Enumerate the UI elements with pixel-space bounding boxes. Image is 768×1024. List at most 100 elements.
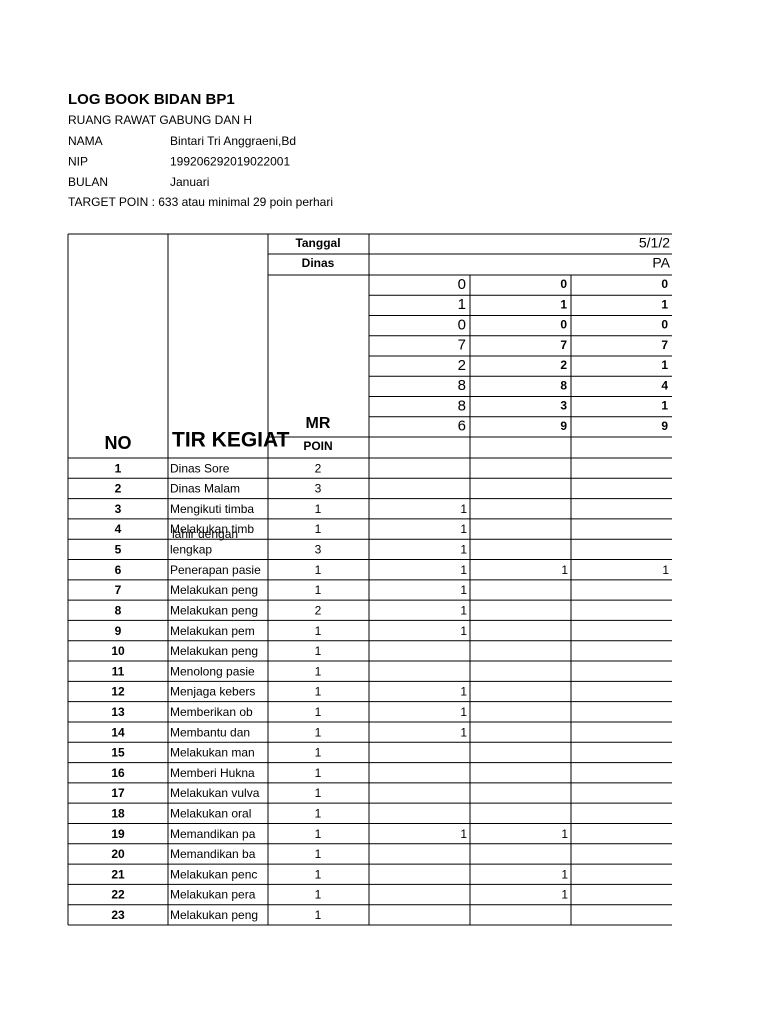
code-digit: 1 [661, 297, 668, 311]
code-digit: 1 [458, 296, 466, 313]
row-poin: 1 [315, 644, 322, 658]
code-digit: 0 [458, 276, 466, 293]
row-no: 7 [115, 583, 122, 597]
row-kegiatan: Melakukan oral [170, 806, 251, 820]
row-poin: 1 [315, 908, 322, 922]
code-digit: 8 [458, 377, 466, 394]
row-no: 19 [111, 827, 125, 841]
row-poin: 1 [315, 827, 322, 841]
row-no: 15 [111, 746, 125, 760]
code-digit: 9 [661, 419, 668, 433]
row-poin: 2 [315, 461, 322, 475]
row-poin: 1 [315, 867, 322, 881]
code-digit: 6 [458, 418, 466, 435]
row-no: 8 [115, 603, 122, 617]
row-value: 1 [460, 624, 467, 638]
tanggal-value: 5/1/2 [639, 235, 670, 251]
code-digit: 1 [661, 358, 668, 372]
kegiatan-header: TIR KEGIAT [172, 429, 290, 452]
row-no: 3 [115, 502, 122, 516]
row-kegiatan: Memberikan ob [170, 705, 253, 719]
row-kegiatan: Melakukan peng [170, 603, 258, 617]
code-digit: 7 [458, 337, 466, 354]
tanggal-label: Tanggal [295, 236, 340, 250]
mr-label: MR [306, 415, 331, 432]
code-digit: 2 [458, 357, 466, 374]
field-value: Bintari Tri Anggraeni,Bd [170, 134, 296, 148]
row-poin: 1 [315, 664, 322, 678]
row-poin: 1 [315, 502, 322, 516]
row-poin: 1 [315, 766, 322, 780]
row-kegiatan: Penerapan pasie [170, 563, 261, 577]
code-digit: 0 [560, 277, 567, 291]
row-value: 1 [561, 888, 568, 902]
row-value: 1 [460, 603, 467, 617]
row-kegiatan: Membantu dan [170, 725, 250, 739]
code-digit: 1 [661, 399, 668, 413]
field-label: NIP [68, 154, 88, 168]
row-kegiatan: Melakukan peng [170, 644, 258, 658]
row-poin: 1 [315, 583, 322, 597]
row-value: 1 [460, 522, 467, 536]
row-overlap: lahir dengan [172, 527, 238, 541]
row-no: 9 [115, 624, 122, 638]
row-poin: 1 [315, 685, 322, 699]
row-no: 17 [111, 786, 125, 800]
row-no: 18 [111, 806, 125, 820]
row-poin: 3 [315, 543, 322, 557]
row-no: 12 [111, 685, 125, 699]
row-no: 10 [111, 644, 125, 658]
row-kegiatan: Melakukan pem [170, 624, 255, 638]
field-value: Januari [170, 175, 209, 189]
row-value: 1 [561, 867, 568, 881]
row-poin: 1 [315, 847, 322, 861]
row-no: 22 [111, 888, 125, 902]
row-kegiatan: Melakukan penc [170, 867, 257, 881]
row-no: 5 [115, 543, 122, 557]
title: LOG BOOK BIDAN BP1 [68, 91, 235, 108]
row-value: 1 [460, 827, 467, 841]
row-kegiatan: Memandikan ba [170, 847, 256, 861]
code-digit: 3 [560, 399, 567, 413]
row-poin: 2 [315, 603, 322, 617]
code-digit: 7 [560, 338, 567, 352]
row-value: 1 [561, 827, 568, 841]
code-digit: 0 [661, 318, 668, 332]
row-kegiatan: Melakukan man [170, 746, 255, 760]
row-poin: 1 [315, 624, 322, 638]
row-no: 1 [115, 461, 122, 475]
code-digit: 9 [560, 419, 567, 433]
row-kegiatan: Memandikan pa [170, 827, 256, 841]
code-digit: 7 [661, 338, 668, 352]
code-digit: 8 [560, 378, 567, 392]
row-no: 20 [111, 847, 125, 861]
row-kegiatan: lengkap [170, 543, 212, 557]
row-kegiatan: Menjaga kebers [170, 685, 255, 699]
row-kegiatan: Dinas Sore [170, 461, 230, 475]
code-digit: 0 [458, 316, 466, 333]
field-label: NAMA [68, 134, 103, 148]
row-no: 16 [111, 766, 125, 780]
target: TARGET POIN : 633 atau minimal 29 poin p… [68, 195, 333, 209]
row-poin: 1 [315, 563, 322, 577]
row-value: 1 [460, 543, 467, 557]
row-poin: 1 [315, 786, 322, 800]
row-no: 2 [115, 482, 122, 496]
field-label: BULAN [68, 175, 108, 189]
code-digit: 2 [560, 358, 567, 372]
row-kegiatan: Melakukan vulva [170, 786, 260, 800]
row-value: 1 [460, 502, 467, 516]
row-value: 1 [460, 563, 467, 577]
dinas-value: PA [652, 255, 670, 271]
row-no: 4 [115, 522, 122, 536]
row-kegiatan: Melakukan pera [170, 888, 256, 902]
row-value: 1 [561, 563, 568, 577]
row-poin: 3 [315, 482, 322, 496]
code-digit: 0 [560, 318, 567, 332]
dinas-label: Dinas [302, 256, 335, 270]
row-kegiatan: Melakukan timb [170, 522, 254, 536]
code-digit: 1 [560, 297, 567, 311]
row-poin: 1 [315, 522, 322, 536]
row-kegiatan: Melakukan peng [170, 908, 258, 922]
